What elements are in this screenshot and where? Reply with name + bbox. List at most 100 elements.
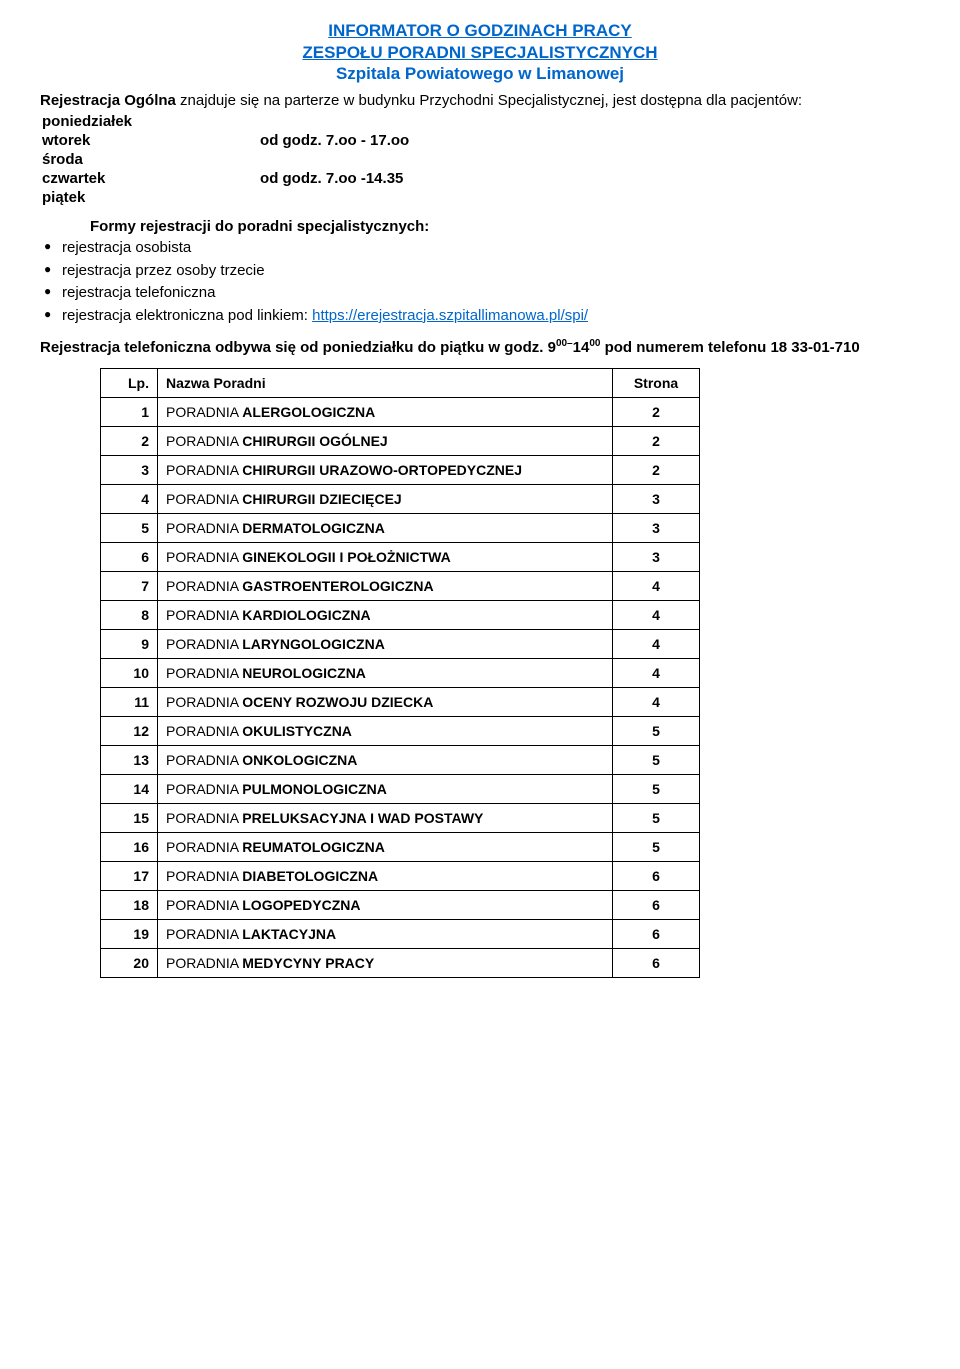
cell-lp: 14 <box>101 775 158 804</box>
intro-lead: Rejestracja Ogólna <box>40 92 176 109</box>
day-hours <box>140 151 415 168</box>
clinic-name: CHIRURGII URAZOWO-ORTOPEDYCZNEJ <box>242 462 522 478</box>
clinic-name: OKULISTYCZNA <box>242 723 352 739</box>
day-hours: od godz. 7.oo -14.35 <box>140 170 415 187</box>
day-label: wtorek <box>42 132 138 149</box>
clinic-name: PRELUKSACYJNA I WAD POSTAWY <box>242 810 483 826</box>
clinic-prefix: PORADNIA <box>166 665 242 681</box>
day-label: środa <box>42 151 138 168</box>
cell-name: PORADNIA CHIRURGII OGÓLNEJ <box>158 427 613 456</box>
cell-page: 4 <box>613 630 700 659</box>
day-label: czwartek <box>42 170 138 187</box>
day-label: poniedziałek <box>42 113 138 130</box>
cell-page: 6 <box>613 920 700 949</box>
clinic-prefix: PORADNIA <box>166 781 242 797</box>
table-row: 13PORADNIA ONKOLOGICZNA5 <box>101 746 700 775</box>
form-item-text: rejestracja telefoniczna <box>62 284 215 301</box>
table-row: 11PORADNIA OCENY ROZWOJU DZIECKA4 <box>101 688 700 717</box>
cell-name: PORADNIA ALERGOLOGICZNA <box>158 398 613 427</box>
day-hours <box>140 113 415 130</box>
clinic-name: MEDYCYNY PRACY <box>242 955 374 971</box>
table-row: 5PORADNIA DERMATOLOGICZNA3 <box>101 514 700 543</box>
clinics-table: Lp. Nazwa Poradni Strona 1PORADNIA ALERG… <box>100 368 700 978</box>
clinic-name: CHIRURGII OGÓLNEJ <box>242 433 387 449</box>
table-row: 17PORADNIA DIABETOLOGICZNA6 <box>101 862 700 891</box>
form-item-text: rejestracja elektroniczna pod linkiem: <box>62 307 312 324</box>
clinic-name: LAKTACYJNA <box>242 926 336 942</box>
phone-registration-info: Rejestracja telefoniczna odbywa się od p… <box>40 337 920 358</box>
page-title-line1: INFORMATOR O GODZINACH PRACY <box>40 20 920 42</box>
th-page: Strona <box>613 369 700 398</box>
day-label: piątek <box>42 189 138 206</box>
clinic-prefix: PORADNIA <box>166 607 242 623</box>
clinic-name: DIABETOLOGICZNA <box>242 868 378 884</box>
clinic-name: CHIRURGII DZIECIĘCEJ <box>242 491 401 507</box>
cell-page: 2 <box>613 398 700 427</box>
phone-sup-2: 00 <box>589 338 600 349</box>
cell-page: 3 <box>613 514 700 543</box>
cell-lp: 19 <box>101 920 158 949</box>
cell-lp: 9 <box>101 630 158 659</box>
cell-lp: 15 <box>101 804 158 833</box>
cell-name: PORADNIA LARYNGOLOGICZNA <box>158 630 613 659</box>
cell-lp: 18 <box>101 891 158 920</box>
clinic-name: DERMATOLOGICZNA <box>242 520 385 536</box>
opening-hours-table: poniedziałek wtorekod godz. 7.oo - 17.ooś… <box>40 111 417 208</box>
cell-name: PORADNIA REUMATOLOGICZNA <box>158 833 613 862</box>
forms-heading: Formy rejestracji do poradni specjalisty… <box>90 218 920 235</box>
clinic-prefix: PORADNIA <box>166 491 242 507</box>
cell-page: 5 <box>613 775 700 804</box>
cell-name: PORADNIA PULMONOLOGICZNA <box>158 775 613 804</box>
cell-name: PORADNIA CHIRURGII DZIECIĘCEJ <box>158 485 613 514</box>
intro-paragraph: Rejestracja Ogólna znajduje się na parte… <box>40 92 920 109</box>
phone-sup-1: 00– <box>556 338 573 349</box>
eregistration-link[interactable]: https://erejestracja.szpitallimanowa.pl/… <box>312 307 588 324</box>
cell-name: PORADNIA OKULISTYCZNA <box>158 717 613 746</box>
clinic-prefix: PORADNIA <box>166 752 242 768</box>
clinic-prefix: PORADNIA <box>166 694 242 710</box>
table-row: 12PORADNIA OKULISTYCZNA5 <box>101 717 700 746</box>
clinic-name: NEUROLOGICZNA <box>242 665 366 681</box>
cell-name: PORADNIA PRELUKSACYJNA I WAD POSTAWY <box>158 804 613 833</box>
form-item: rejestracja przez osoby trzecie <box>40 260 920 283</box>
table-row: 4PORADNIA CHIRURGII DZIECIĘCEJ3 <box>101 485 700 514</box>
table-row: 8 PORADNIA KARDIOLOGICZNA 4 <box>101 601 700 630</box>
cell-page: 5 <box>613 804 700 833</box>
day-hours: od godz. 7.oo - 17.oo <box>140 132 415 149</box>
clinic-prefix: PORADNIA <box>166 723 242 739</box>
cell-page: 6 <box>613 862 700 891</box>
cell-lp: 3 <box>101 456 158 485</box>
cell-lp: 8 <box>101 601 158 630</box>
cell-page: 6 <box>613 891 700 920</box>
clinic-prefix: PORADNIA <box>166 926 242 942</box>
cell-lp: 13 <box>101 746 158 775</box>
form-item-text: rejestracja osobista <box>62 239 191 256</box>
cell-page: 4 <box>613 601 700 630</box>
clinic-name: GINEKOLOGII I POŁOŻNICTWA <box>242 549 450 565</box>
day-hours <box>140 189 415 206</box>
cell-lp: 10 <box>101 659 158 688</box>
cell-name: PORADNIA LAKTACYJNA <box>158 920 613 949</box>
clinic-name: KARDIOLOGICZNA <box>242 607 370 623</box>
cell-lp: 5 <box>101 514 158 543</box>
cell-name: PORADNIA CHIRURGII URAZOWO-ORTOPEDYCZNEJ <box>158 456 613 485</box>
table-row: 10PORADNIA NEUROLOGICZNA4 <box>101 659 700 688</box>
cell-page: 5 <box>613 833 700 862</box>
clinic-prefix: PORADNIA <box>166 578 242 594</box>
cell-lp: 12 <box>101 717 158 746</box>
table-row: 7PORADNIA GASTROENTEROLOGICZNA4 <box>101 572 700 601</box>
table-row: 3PORADNIA CHIRURGII URAZOWO-ORTOPEDYCZNE… <box>101 456 700 485</box>
cell-page: 4 <box>613 688 700 717</box>
table-row: 14PORADNIA PULMONOLOGICZNA5 <box>101 775 700 804</box>
table-row: 2PORADNIA CHIRURGII OGÓLNEJ2 <box>101 427 700 456</box>
clinic-name: OCENY ROZWOJU DZIECKA <box>242 694 433 710</box>
page-title-line2: ZESPOŁU PORADNI SPECJALISTYCZNYCH <box>40 42 920 64</box>
cell-page: 2 <box>613 456 700 485</box>
table-row: 9PORADNIA LARYNGOLOGICZNA4 <box>101 630 700 659</box>
clinic-prefix: PORADNIA <box>166 810 242 826</box>
cell-page: 3 <box>613 485 700 514</box>
clinic-name: ONKOLOGICZNA <box>242 752 357 768</box>
page-title-line3: Szpitala Powiatowego w Limanowej <box>40 64 920 84</box>
form-item: rejestracja osobista <box>40 237 920 260</box>
cell-name: PORADNIA ONKOLOGICZNA <box>158 746 613 775</box>
